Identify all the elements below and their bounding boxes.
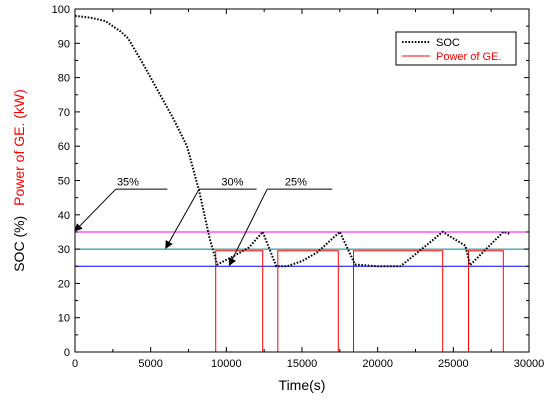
x-tick-label-5: 25000 xyxy=(438,358,469,370)
annotation-label-0: 35% xyxy=(117,177,139,189)
x-tick-label-0: 0 xyxy=(72,358,78,370)
x-tick-label-3: 15000 xyxy=(287,358,318,370)
legend: SOC Power of GE. xyxy=(395,31,517,66)
y-tick-label-8: 80 xyxy=(58,73,70,85)
y-tick-label-5: 50 xyxy=(58,176,70,188)
annotation-arrow-0 xyxy=(74,188,117,232)
y-tick-label-10: 100 xyxy=(52,4,70,16)
annotation-arrow-1 xyxy=(165,188,200,249)
x-tick-label-1: 5000 xyxy=(138,358,162,370)
reference-lines xyxy=(75,231,529,267)
y-tick-label-6: 60 xyxy=(58,141,70,153)
y-tick-label-7: 70 xyxy=(58,107,70,119)
x-tick-label-6: 30000 xyxy=(514,358,545,370)
y-tick-label-1: 10 xyxy=(58,313,70,325)
x-axis-ticks: 0 5000 10000 15000 20000 25000 30000 xyxy=(72,9,544,370)
y-tick-label-4: 40 xyxy=(58,210,70,222)
y-axis-title-power: Power of GE. (kW) xyxy=(11,89,27,206)
x-tick-label-4: 20000 xyxy=(362,358,393,370)
annotation-arrow-2 xyxy=(228,188,268,267)
y-tick-label-9: 90 xyxy=(58,38,70,50)
y-tick-label-0: 0 xyxy=(64,347,70,359)
annotation-label-1: 30% xyxy=(221,177,243,189)
x-axis-title: Time(s) xyxy=(279,377,326,393)
y-tick-label-3: 30 xyxy=(58,244,70,256)
annotation-layer: 35% 30% 25% xyxy=(74,177,333,267)
y-axis-title-soc: SOC (%) xyxy=(11,216,27,272)
y-axis-title: SOC (%) Power of GE. (kW) xyxy=(11,89,27,272)
legend-box xyxy=(395,31,517,66)
legend-soc-label: SOC xyxy=(436,37,460,49)
y-tick-label-2: 20 xyxy=(58,278,70,290)
annotation-label-2: 25% xyxy=(285,177,307,189)
legend-power-label: Power of GE. xyxy=(436,51,501,63)
y-axis-ticks: 0 10 20 30 40 50 60 70 80 90 100 xyxy=(52,4,529,359)
x-tick-label-2: 10000 xyxy=(211,358,242,370)
